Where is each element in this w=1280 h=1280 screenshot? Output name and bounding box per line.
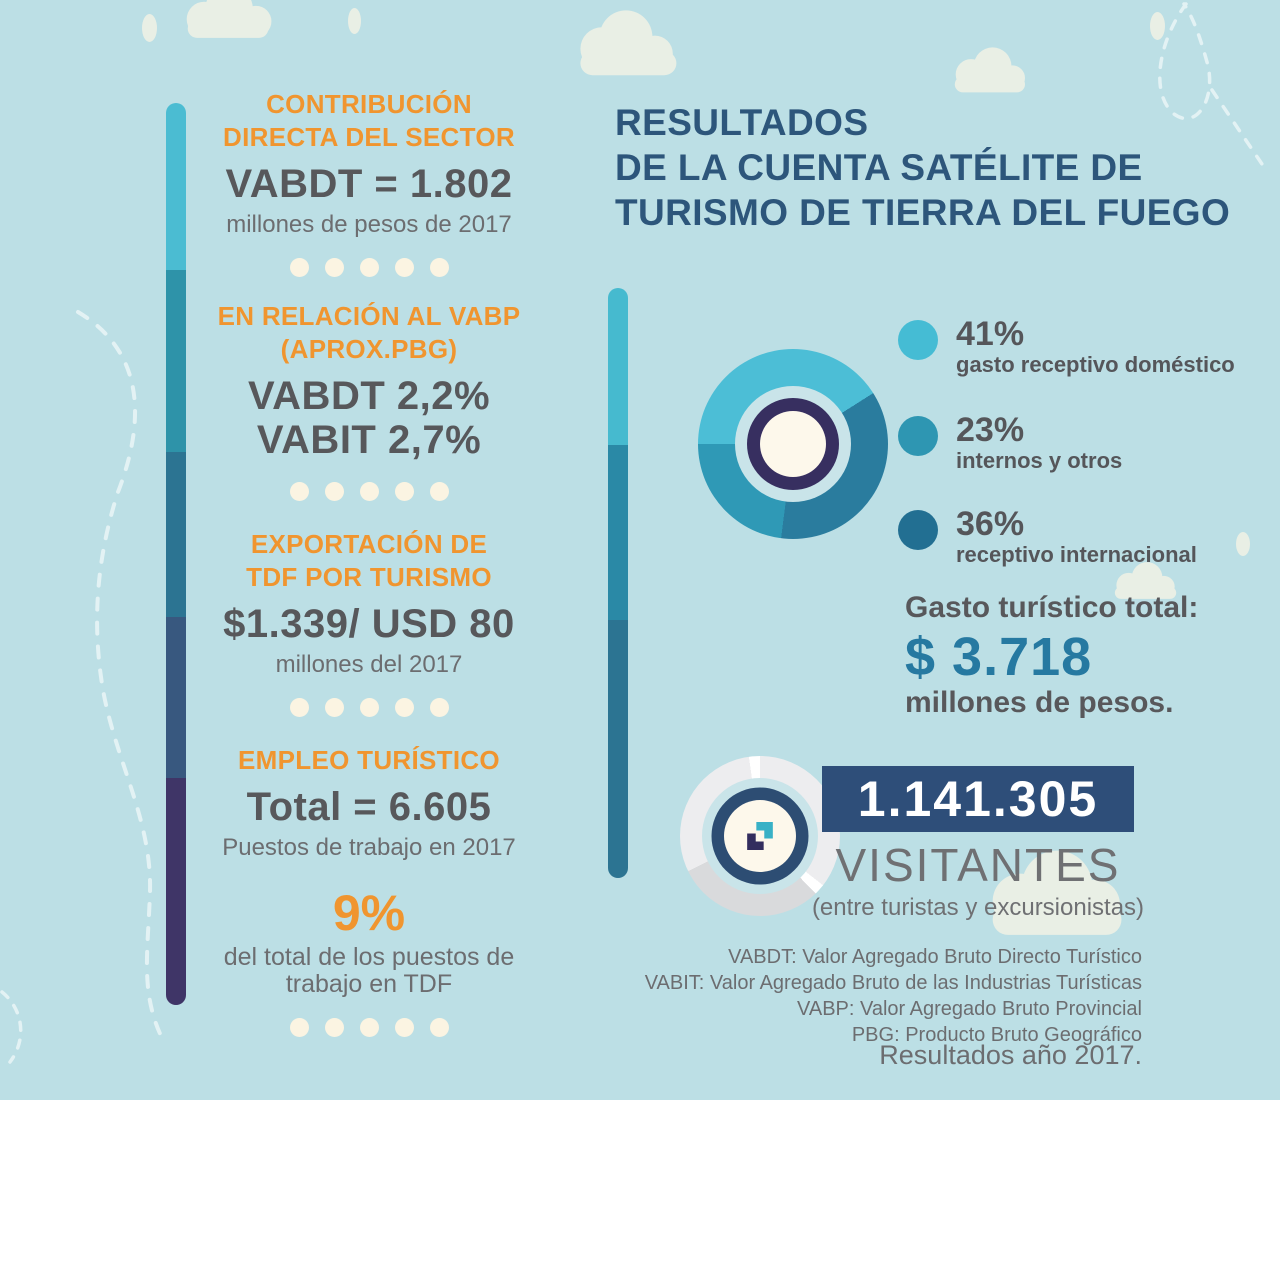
visitors-sublabel: (entre turistas y excursionistas) [811,894,1145,921]
stat-block-contribucion: CONTRIBUCIÓN DIRECTA DEL SECTOR VABDT = … [193,88,545,277]
visitors-badge [680,756,840,916]
timeline-segment [166,103,186,270]
timeline-segment [166,452,186,617]
total-spend-label: Gasto turístico total: [905,591,1199,624]
timeline-segment [166,617,186,778]
legend-label: receptivo internacional [956,542,1197,567]
right-timeline-bar [608,288,628,878]
legend-percent: 36% [956,505,1025,543]
stat-heading: EN RELACIÓN AL VABP (APROX.PBG) [217,301,521,364]
stat-block-vabp: EN RELACIÓN AL VABP (APROX.PBG) VABDT 2,… [193,300,545,501]
visitors-count-box: 1.141.305 [822,766,1134,832]
cloud-decoration [556,8,696,80]
stat-value: $1.339/ USD 80 [223,602,515,646]
badge-center [724,800,796,872]
dots-separator [193,482,545,501]
stat-heading: EMPLEO TURÍSTICO [238,745,500,775]
stat-block-exportacion: EXPORTACIÓN DE TDF POR TURISMO $1.339/ U… [193,528,545,717]
stat-caption: Puestos de trabajo en 2017 [222,834,516,861]
cloud-dot-decoration [1236,532,1250,556]
stat-caption: millones de pesos de 2017 [226,211,512,238]
stat-block-nueve-porciento: 9% del total de los puestos de trabajo e… [193,886,545,1037]
timeline-segment [608,445,628,620]
timeline-segment [608,620,628,878]
stat-heading: CONTRIBUCIÓN DIRECTA DEL SECTOR [223,89,515,152]
cloud-decoration [976,846,1132,938]
timeline-segment [608,288,628,445]
cloud-dot-decoration [142,14,157,42]
stat-caption: del total de los puestos de trabajo en T… [223,943,515,998]
stat-value: VABDT = 1.802 [225,162,513,206]
legend-percent: 41% [956,315,1025,353]
legend-dot [898,416,938,456]
total-spend-caption: millones de pesos. [905,686,1174,719]
stat-value: VABDT 2,2% VABIT 2,7% [247,374,491,462]
stat-heading: EXPORTACIÓN DE TDF POR TURISMO [246,529,492,592]
legend-percent: 23% [956,411,1025,449]
corner-arrows-icon [747,821,773,851]
legend-label: gasto receptivo doméstico [956,352,1235,377]
timeline-segment [166,778,186,1005]
stat-value: 9% [332,885,406,941]
cloud-decoration [1088,556,1200,602]
total-spend-value: $ 3.718 [905,627,1093,687]
stat-block-empleo: EMPLEO TURÍSTICO Total = 6.605 Puestos d… [193,744,545,861]
results-year-note: Resultados año 2017. [879,1040,1142,1070]
logo-footer: Gobierno de Tierra del Fuego Antártida e… [0,1100,1280,1280]
page-title: RESULTADOS DE LA CUENTA SATÉLITE DE TURI… [615,102,1231,233]
visitors-count: 1.141.305 [857,771,1099,827]
dots-separator [193,258,545,277]
timeline-segment [166,270,186,452]
legend-item-internacional: 36% receptivo internacional [898,506,1197,568]
legend-item-internos: 23% internos y otros [898,412,1122,474]
dots-separator [193,698,545,717]
left-timeline-bar [166,103,186,1005]
stat-value: Total = 6.605 [246,785,492,829]
visitors-label: VISITANTES [835,839,1121,891]
cloud-decoration [168,0,286,42]
cloud-dot-decoration [348,8,361,34]
legend-dot [898,510,938,550]
cloud-dot-decoration [1150,12,1165,40]
total-spend-block: Gasto turístico total: $ 3.718 millones … [905,590,1245,720]
stat-caption: millones del 2017 [275,651,463,678]
cloud-decoration [935,42,1043,96]
donut-center [760,411,826,477]
glossary-footnotes: VABDT: Valor Agregado Bruto Directo Turí… [644,946,1142,1046]
donut-chart [698,349,888,539]
legend-item-domestico: 41% gasto receptivo doméstico [898,316,1235,378]
legend-label: internos y otros [956,448,1123,473]
dots-separator [193,1018,545,1037]
legend-dot [898,320,938,360]
